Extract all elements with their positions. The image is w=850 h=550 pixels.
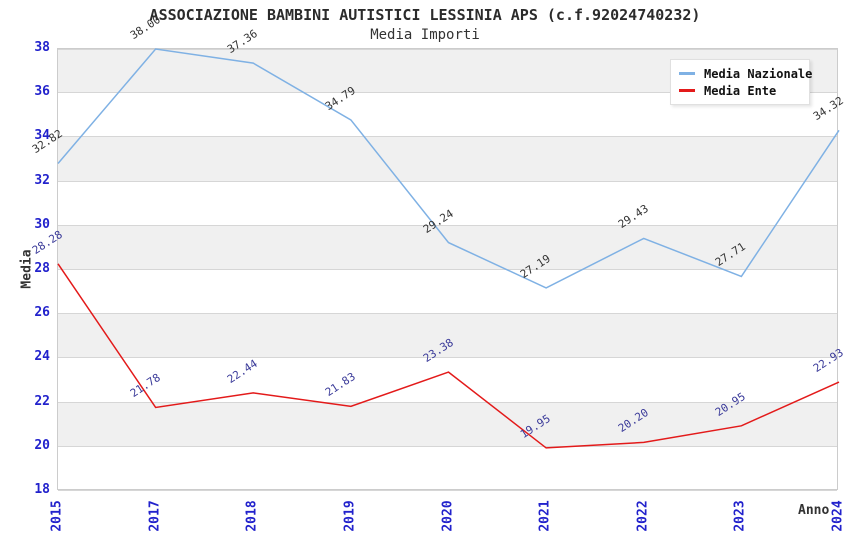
legend-item-media-nazionale: Media Nazionale [679,65,812,82]
legend-item-media-ente: Media Ente [679,82,801,99]
grid-line [58,136,837,138]
media-nazionale-line-swatch-icon [679,72,695,75]
series-line-1 [57,263,840,449]
x-tick-label: 2015 [49,500,65,532]
grid-line [58,357,837,359]
series-lines [57,48,840,449]
legend-label: Media Nazionale [704,66,813,81]
grid-line [58,445,837,447]
x-tick-label: 2020 [440,500,455,532]
y-tick-label: 28 [34,261,50,276]
y-tick-label: 18 [34,482,50,497]
series-line-0 [57,48,840,289]
plot-area [57,48,840,491]
plot-band [58,314,837,359]
plot-band [58,402,837,447]
legend-box: Media Nazionale Media Ente [670,59,812,105]
y-axis-title: Media [19,249,35,289]
grid-line [58,313,837,315]
y-tick-label: 36 [34,84,50,100]
y-tick-label: 26 [34,305,50,321]
y-tick-label: 30 [34,216,50,232]
x-axis-title: Anno [798,503,830,518]
x-tick-label: 2024 [830,500,846,532]
y-tick-label: 22 [34,393,50,409]
x-tick-label: 2023 [732,500,748,532]
x-tick-label: 2021 [537,500,553,532]
grid-line [58,92,837,94]
legend-label: Media Ente [704,83,777,98]
chart-title: ASSOCIAZIONE BAMBINI AUTISTICI LESSINIA … [149,6,701,24]
grid-line [58,401,837,403]
x-tick-label: 2019 [342,500,358,532]
y-tick-label: 20 [34,437,50,453]
grid-line [58,269,837,270]
plot-band [58,137,837,182]
y-tick-label: 32 [34,172,50,188]
grid-line [58,180,837,182]
media-ente-line-swatch-icon [679,89,695,92]
chart-subtitle: Media Importi [370,27,480,43]
y-tick-label: 34 [34,128,50,144]
x-tick-label: 2022 [635,500,651,532]
y-tick-label: 24 [34,349,50,365]
x-tick-label: 2017 [147,500,163,532]
grid-line [58,224,837,226]
grid-line [58,49,837,50]
grid-line [58,490,837,491]
x-tick-label: 2018 [244,500,260,532]
y-tick-label: 38 [34,40,50,55]
